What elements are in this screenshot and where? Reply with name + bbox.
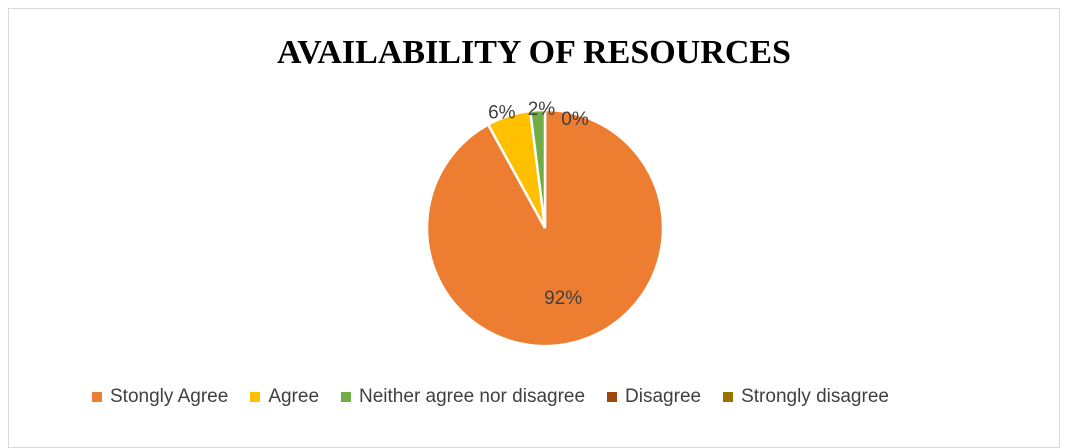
legend-item-0: Stongly Agree (92, 386, 228, 408)
legend-label-2: Neither agree nor disagree (359, 386, 586, 407)
pie-slice-2 (528, 108, 547, 229)
pie-chart: 92% 6% 2% 0% (425, 99, 665, 348)
legend-swatch-4 (723, 392, 734, 402)
legend-label-3: Disagree (625, 386, 702, 407)
legend-swatch-3 (607, 392, 618, 402)
legend: Stongly Agree Agree Neither agree nor disa… (92, 386, 1032, 408)
data-label-3: 0% (561, 109, 589, 130)
legend-swatch-0 (92, 392, 102, 402)
legend-item-3: Disagree (607, 386, 701, 408)
legend-label-4: Strongly disagree (741, 386, 889, 407)
chart-title: AVAILABILITY OF RESOURCES (277, 34, 791, 71)
legend-item-2: Neither agree nor disagree (341, 386, 585, 408)
data-label-1: 6% (488, 103, 516, 124)
legend-swatch-2 (341, 392, 352, 402)
legend-swatch-1 (250, 392, 261, 402)
legend-label-1: Agree (268, 386, 320, 407)
legend-item-1: Agree (250, 386, 319, 408)
data-label-2: 2% (528, 99, 556, 120)
legend-item-4: Strongly disagree (723, 386, 889, 408)
legend-label-0: Stongly Agree (110, 386, 229, 407)
data-label-0: 92% (544, 288, 582, 309)
